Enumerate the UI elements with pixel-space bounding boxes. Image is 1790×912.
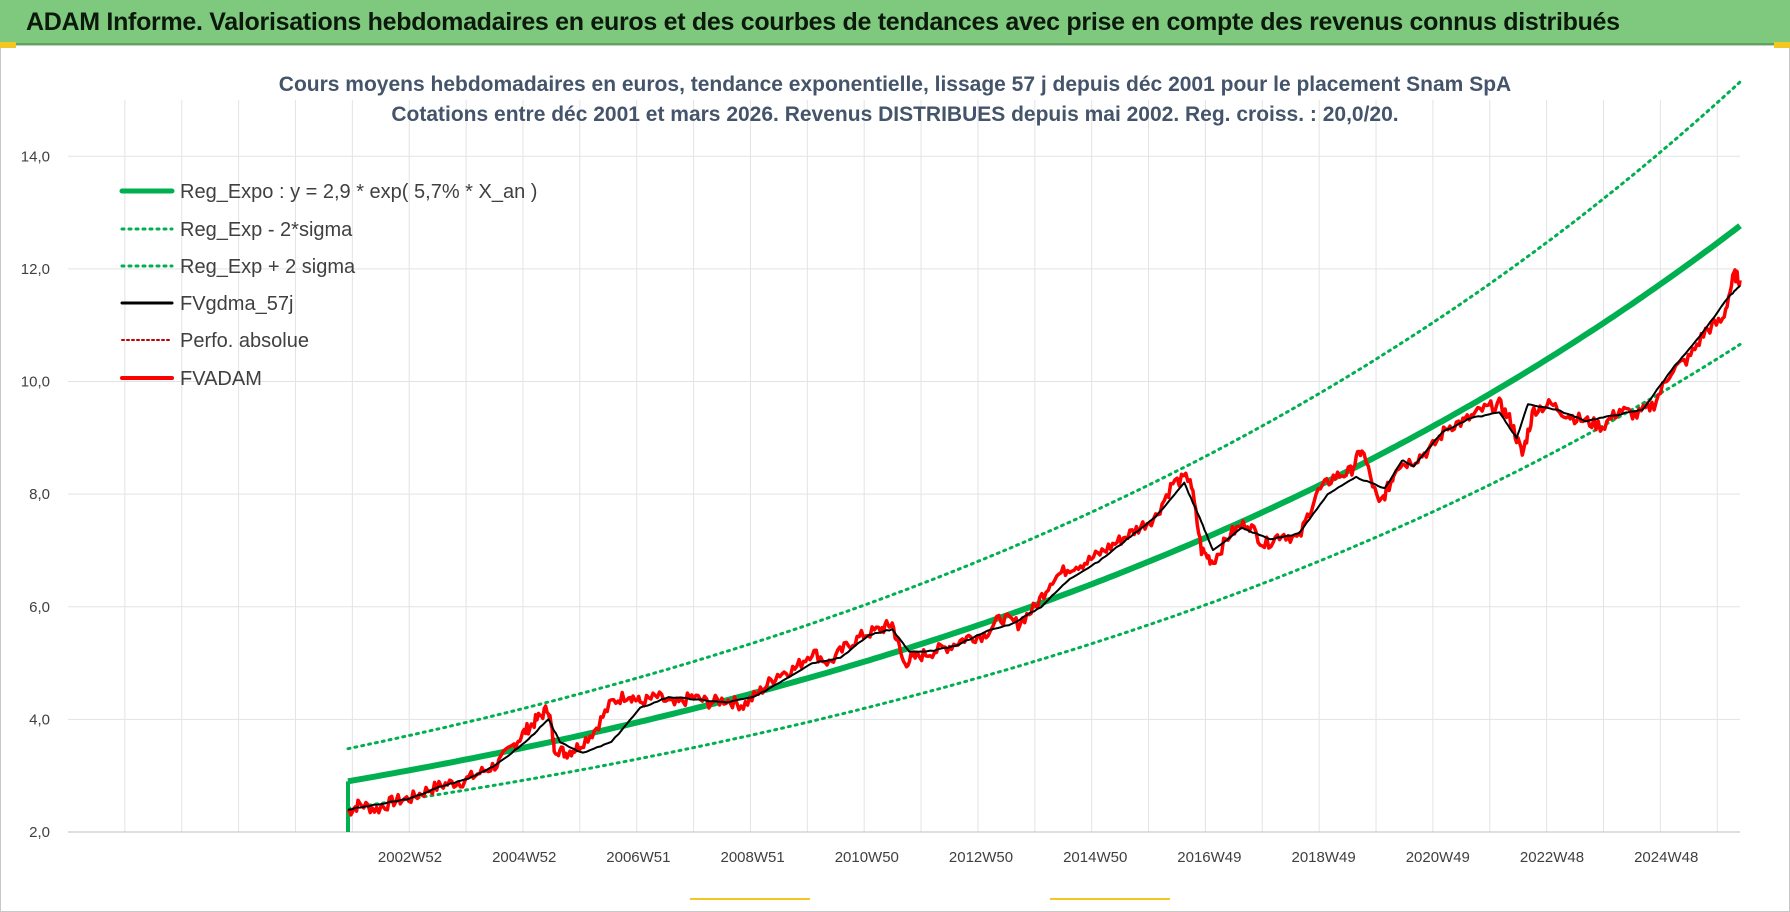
x-tick-label: 2016W49: [1177, 849, 1241, 866]
x-tick-label: 2010W50: [835, 849, 899, 866]
corner-marker: [0, 42, 16, 48]
series-fvadam: [346, 268, 1742, 817]
legend-fvadam-label: FVADAM: [180, 368, 262, 390]
corner-marker: [1774, 42, 1790, 48]
y-tick-label: 6,0: [29, 599, 50, 616]
chart-title: Cours moyens hebdomadaires en euros, ten…: [278, 73, 1512, 96]
corner-marker: [1050, 898, 1170, 900]
header-banner: ADAM Informe. Valorisations hebdomadaire…: [0, 0, 1790, 45]
x-tick-label: 2006W51: [606, 849, 670, 866]
x-tick-label: 2002W52: [378, 849, 442, 866]
series-trend: [347, 223, 1742, 785]
legend-trend-label: Reg_Expo : y = 2,9 * exp( 5,7% * X_an ): [180, 181, 537, 203]
y-tick-label: 12,0: [21, 261, 50, 278]
chart-title-block: Cours moyens hebdomadaires en euros, ten…: [0, 70, 1790, 130]
x-tick-label: 2014W50: [1063, 849, 1127, 866]
series-upper-band: [346, 80, 1742, 751]
chart-subtitle: Cotations entre déc 2001 et mars 2026. R…: [391, 103, 1399, 126]
x-tick-label: 2024W48: [1634, 849, 1698, 866]
x-tick-label: 2012W50: [949, 849, 1013, 866]
legend-lower-band-label: Reg_Exp - 2*sigma: [180, 219, 353, 241]
x-tick-label: 2004W52: [492, 849, 556, 866]
y-tick-label: 14,0: [21, 148, 50, 165]
legend-upper-band-label: Reg_Exp + 2 sigma: [180, 256, 356, 278]
legend-fvgdma-label: FVgdma_57j: [180, 293, 293, 315]
legend-perfo-label: Perfo. absolue: [180, 330, 309, 352]
y-tick-label: 8,0: [29, 486, 50, 503]
series-fvgdma: [347, 285, 1741, 811]
banner-title: ADAM Informe. Valorisations hebdomadaire…: [26, 8, 1620, 36]
x-tick-label: 2020W49: [1406, 849, 1470, 866]
series-lower-band: [346, 342, 1742, 810]
x-tick-label: 2008W51: [720, 849, 784, 866]
corner-marker: [690, 898, 810, 900]
x-tick-label: 2022W48: [1520, 849, 1584, 866]
y-tick-label: 2,0: [29, 824, 50, 841]
x-tick-label: 2018W49: [1291, 849, 1355, 866]
y-tick-label: 4,0: [29, 711, 50, 728]
y-tick-label: 10,0: [21, 374, 50, 391]
